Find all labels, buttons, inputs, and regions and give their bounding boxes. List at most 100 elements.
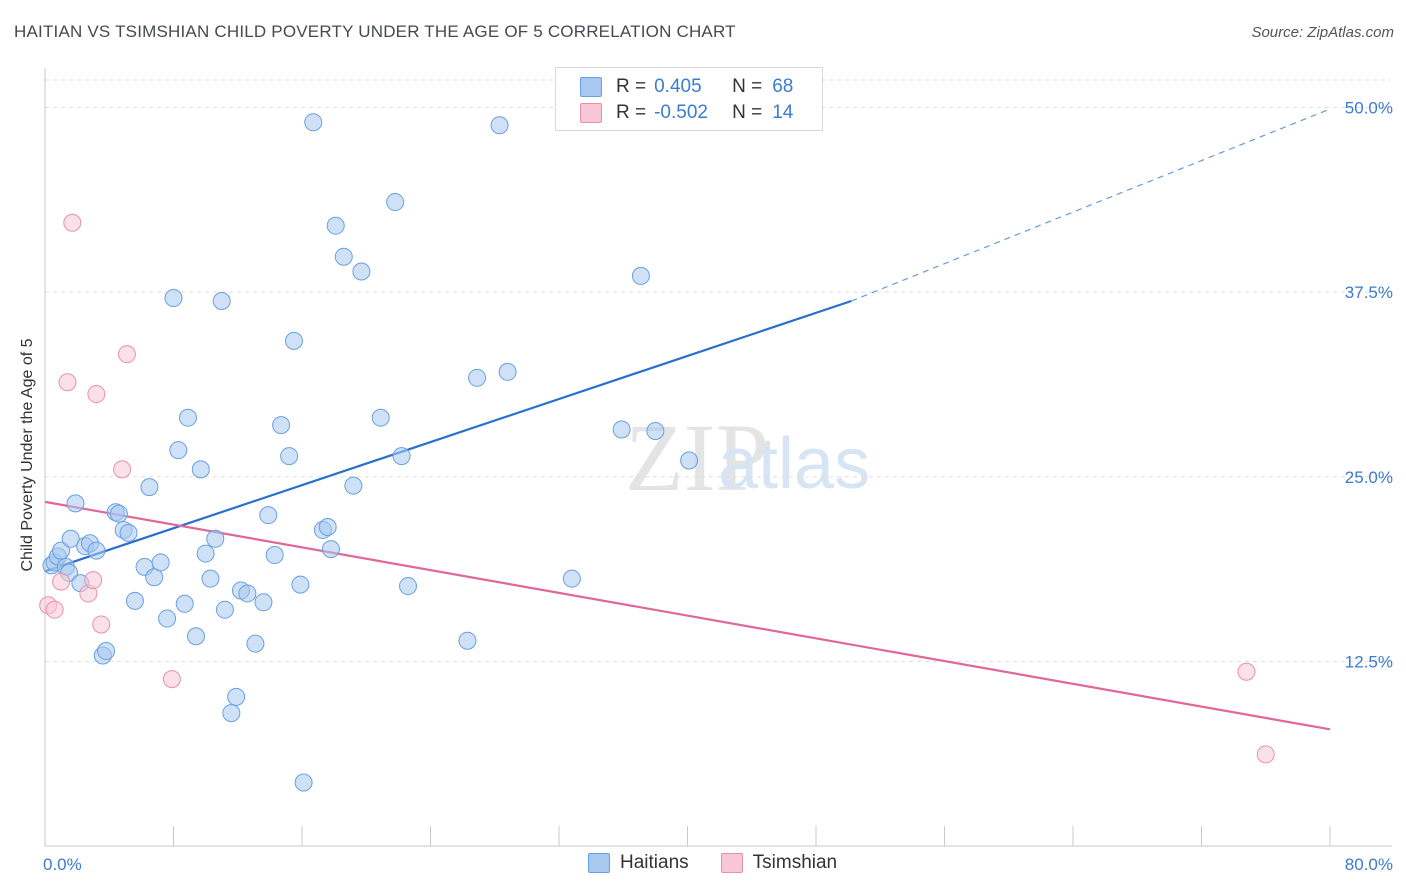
data-point-haitians <box>265 546 284 565</box>
data-point-haitians <box>562 569 581 588</box>
data-point-haitians <box>201 569 220 588</box>
data-point-tsimshian <box>84 571 103 590</box>
data-point-haitians <box>186 627 205 646</box>
data-point-haitians <box>304 113 323 132</box>
data-point-haitians <box>458 631 477 650</box>
data-points <box>39 113 1275 792</box>
data-point-haitians <box>109 504 128 523</box>
legend-label-haitians: Haitians <box>620 852 689 873</box>
data-point-tsimshian <box>162 670 181 689</box>
data-point-haitians <box>631 266 650 285</box>
y-tick-label: 50.0% <box>1345 99 1393 118</box>
trend-line-tsimshian <box>44 500 1331 731</box>
data-point-haitians <box>646 421 665 440</box>
data-point-haitians <box>280 447 299 466</box>
legend-item-haitians: Haitians <box>588 852 689 874</box>
legend-r-label: R = <box>616 76 647 97</box>
series-legend: Haitians Tsimshian <box>588 852 869 874</box>
data-point-tsimshian <box>52 572 71 591</box>
data-point-haitians <box>680 451 699 470</box>
trend-lines <box>44 108 1331 731</box>
data-point-tsimshian <box>58 373 77 392</box>
data-point-haitians <box>294 773 313 792</box>
legend-row-haitians: R = 0.405 N = 68 <box>580 75 793 99</box>
data-point-haitians <box>321 540 340 559</box>
data-point-haitians <box>291 575 310 594</box>
data-point-tsimshian <box>63 213 82 232</box>
data-point-haitians <box>191 460 210 479</box>
data-point-haitians <box>169 441 188 460</box>
data-point-haitians <box>490 116 509 135</box>
legend-item-tsimshian: Tsimshian <box>720 852 838 874</box>
data-point-haitians <box>158 609 177 628</box>
data-point-tsimshian <box>92 615 111 634</box>
y-tick-label: 25.0% <box>1345 468 1393 487</box>
data-point-haitians <box>612 420 631 439</box>
data-point-haitians <box>392 447 411 466</box>
data-point-haitians <box>318 517 337 536</box>
legend-n-label: N = <box>732 76 763 97</box>
data-point-haitians <box>498 362 517 381</box>
data-point-haitians <box>399 577 418 596</box>
y-tick-label: 37.5% <box>1345 283 1393 302</box>
data-point-haitians <box>284 331 303 350</box>
data-point-tsimshian <box>113 460 132 479</box>
legend-label-tsimshian: Tsimshian <box>752 852 838 873</box>
data-point-haitians <box>227 687 246 706</box>
data-point-haitians <box>164 289 183 308</box>
y-tick-label: 12.5% <box>1345 652 1393 671</box>
x-tick-label: 80.0% <box>1345 855 1393 874</box>
legend-r-value: -0.502 <box>654 102 708 123</box>
data-point-haitians <box>468 368 487 387</box>
data-point-haitians <box>254 593 273 612</box>
data-point-haitians <box>175 594 194 613</box>
data-point-haitians <box>66 494 85 513</box>
data-point-haitians <box>206 529 225 548</box>
data-point-haitians <box>140 478 159 497</box>
data-point-haitians <box>119 523 138 542</box>
legend-swatch-haitians <box>588 853 610 873</box>
grid <box>45 79 1390 662</box>
legend-r-value: 0.405 <box>654 76 702 97</box>
data-point-haitians <box>344 476 363 495</box>
y-axis-label: Child Poverty Under the Age of 5 <box>19 338 36 572</box>
data-point-tsimshian <box>1237 662 1256 681</box>
data-point-haitians <box>326 216 345 235</box>
data-point-haitians <box>238 584 257 603</box>
data-point-haitians <box>52 541 71 560</box>
data-point-haitians <box>178 408 197 427</box>
legend-n-label: N = <box>732 102 763 123</box>
data-point-haitians <box>386 193 405 212</box>
data-point-haitians <box>97 642 116 661</box>
x-tick-label: 0.0% <box>43 855 82 874</box>
data-point-haitians <box>371 408 390 427</box>
data-point-haitians <box>125 591 144 610</box>
data-point-tsimshian <box>1256 745 1275 764</box>
data-point-haitians <box>352 262 371 281</box>
data-point-haitians <box>215 600 234 619</box>
data-point-tsimshian <box>117 345 136 364</box>
legend-row-tsimshian: R = -0.502 N = 14 <box>580 101 793 125</box>
data-point-tsimshian <box>45 600 64 619</box>
data-point-haitians <box>246 634 265 653</box>
chart-title: HAITIAN VS TSIMSHIAN CHILD POVERTY UNDER… <box>14 22 736 41</box>
data-point-haitians <box>151 553 170 572</box>
data-point-haitians <box>61 529 80 548</box>
data-point-haitians <box>272 416 291 435</box>
data-point-haitians <box>87 541 106 560</box>
legend-n-value: 68 <box>772 76 794 97</box>
tick-labels: 12.5% 25.0% 37.5% 50.0% 0.0% 80.0% <box>43 99 1393 874</box>
data-point-haitians <box>259 506 278 525</box>
axes <box>44 68 1392 847</box>
legend-r-label: R = <box>616 102 647 123</box>
data-point-haitians <box>196 544 215 563</box>
trend-line-extension <box>851 108 1331 302</box>
legend-n-value: 14 <box>772 102 794 123</box>
source-label: Source: ZipAtlas.com <box>1251 24 1394 41</box>
stats-legend: R = 0.405 N = 68 R = -0.502 N = 14 <box>555 67 823 131</box>
data-point-haitians <box>334 247 353 266</box>
legend-swatch-tsimshian <box>720 853 743 873</box>
data-point-haitians <box>222 704 241 723</box>
data-point-tsimshian <box>87 385 106 404</box>
